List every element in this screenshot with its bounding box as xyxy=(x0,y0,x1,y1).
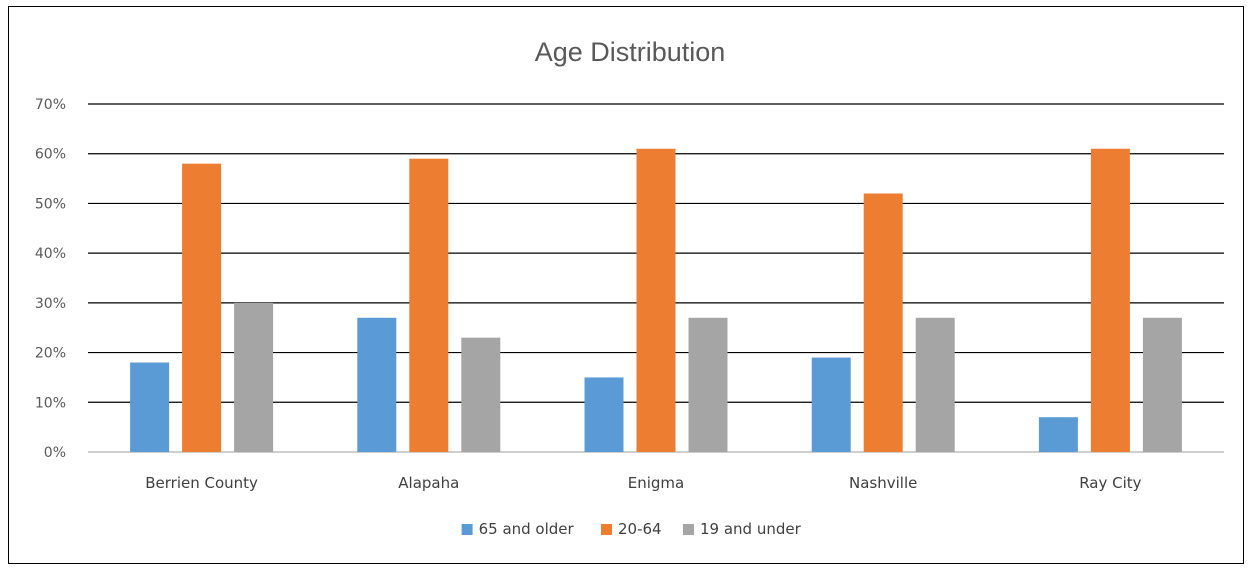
x-category-label: Ray City xyxy=(1079,474,1141,492)
bars xyxy=(130,148,1182,452)
y-tick-label: 40% xyxy=(35,246,66,262)
bar-19-and-under-berrien-county xyxy=(234,302,274,452)
y-tick-label: 0% xyxy=(44,445,66,461)
legend-swatch xyxy=(461,524,473,535)
legend-label: 19 and under xyxy=(700,520,802,538)
bar-65-and-older-enigma xyxy=(584,377,624,452)
bar-65-and-older-alapaha xyxy=(357,317,397,452)
chart-title: Age Distribution xyxy=(535,37,726,67)
legend-swatch xyxy=(683,524,694,535)
bar-20-64-ray-city xyxy=(1090,148,1130,452)
bar-20-64-enigma xyxy=(636,148,676,452)
bar-65-and-older-berrien-county xyxy=(130,362,170,452)
bar-20-64-alapaha xyxy=(409,158,449,452)
y-tick-label: 60% xyxy=(35,147,66,163)
x-category-label: Enigma xyxy=(628,474,684,492)
x-category-label: Nashville xyxy=(849,474,917,492)
y-axis-ticks: 0% 10% 20% 30% 40% 50% 60% 70% xyxy=(35,97,66,461)
x-category-label: Berrien County xyxy=(145,474,258,492)
bar-19-and-under-enigma xyxy=(688,317,728,452)
bar-19-and-under-nashville xyxy=(915,317,955,452)
bar-20-64-berrien-county xyxy=(182,163,222,452)
bar-65-and-older-nashville xyxy=(811,357,851,452)
y-tick-label: 50% xyxy=(35,196,66,212)
bar-19-and-under-ray-city xyxy=(1142,317,1182,452)
legend-swatch xyxy=(601,524,612,535)
x-category-label: Alapaha xyxy=(398,474,459,492)
bar-65-and-older-ray-city xyxy=(1038,417,1078,452)
legend: 65 and older 20-64 19 and under xyxy=(461,520,802,538)
bar-20-64-nashville xyxy=(863,193,903,452)
legend-label: 20-64 xyxy=(618,520,662,538)
y-tick-label: 20% xyxy=(35,346,66,362)
y-tick-label: 10% xyxy=(35,395,66,411)
y-tick-label: 70% xyxy=(35,97,66,113)
bar-19-and-under-alapaha xyxy=(461,337,501,452)
x-axis-categories: Berrien County Alapaha Enigma Nashville Ray … xyxy=(145,474,1141,492)
y-tick-label: 30% xyxy=(35,296,66,312)
legend-label: 65 and older xyxy=(479,520,575,538)
